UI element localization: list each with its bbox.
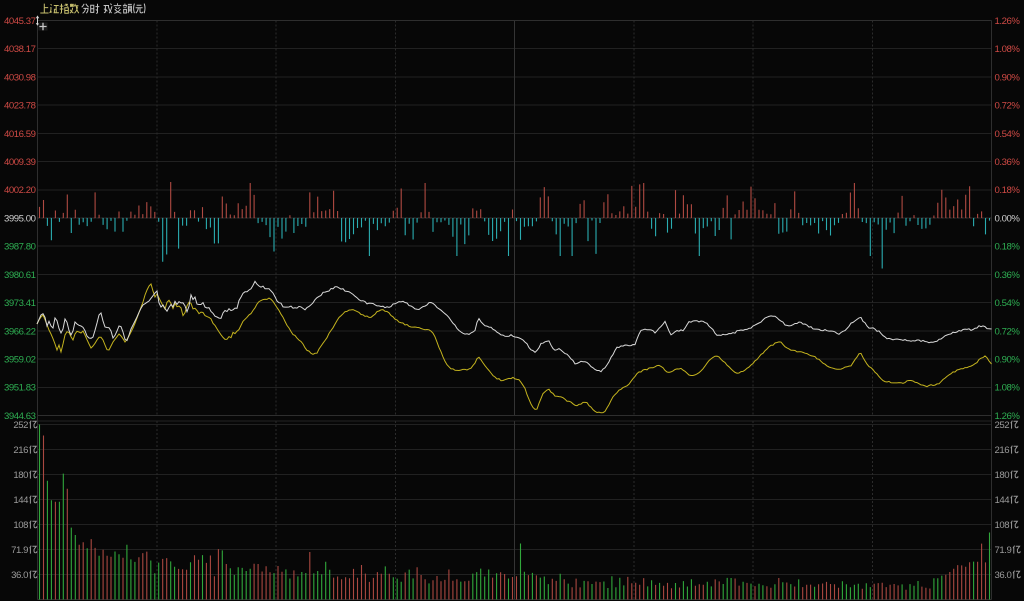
svg-text:3959.02: 3959.02 [4, 354, 36, 365]
svg-text:4023.78: 4023.78 [4, 101, 36, 112]
svg-text:3944.63: 3944.63 [4, 411, 36, 422]
svg-text:36.0: 36.0 [995, 570, 1012, 581]
svg-text:0.90%: 0.90% [995, 354, 1021, 365]
svg-text:4016.59: 4016.59 [4, 129, 36, 140]
svg-text:0.18%: 0.18% [995, 242, 1021, 253]
svg-text:4009.39: 4009.39 [4, 157, 36, 168]
svg-text:0.36%: 0.36% [995, 270, 1021, 281]
svg-text:3980.61: 3980.61 [4, 270, 36, 281]
svg-text:1.08%: 1.08% [995, 44, 1021, 55]
svg-text:4030.98: 4030.98 [4, 72, 36, 83]
svg-text:3995.00: 3995.00 [4, 213, 36, 224]
svg-text:216: 216 [13, 445, 28, 456]
svg-text:4002.20: 4002.20 [4, 185, 36, 196]
svg-text:3966.22: 3966.22 [4, 326, 36, 337]
svg-text:0.54%: 0.54% [995, 298, 1021, 309]
svg-text:0.72%: 0.72% [995, 101, 1021, 112]
svg-text:144: 144 [13, 495, 29, 506]
svg-text:180: 180 [13, 470, 28, 481]
svg-text:0.90%: 0.90% [995, 72, 1021, 83]
svg-text:108: 108 [13, 520, 28, 531]
svg-text:3987.80: 3987.80 [4, 242, 36, 253]
svg-text:108: 108 [995, 520, 1010, 531]
svg-text:36.0: 36.0 [11, 570, 28, 581]
svg-text:180: 180 [995, 470, 1010, 481]
svg-text:216: 216 [995, 445, 1010, 456]
svg-text:3951.83: 3951.83 [4, 383, 36, 394]
svg-text:144: 144 [995, 495, 1011, 506]
svg-text:4045.37: 4045.37 [4, 16, 36, 27]
svg-text:1.08%: 1.08% [995, 383, 1021, 394]
svg-text:3973.41: 3973.41 [4, 298, 36, 309]
svg-text:252: 252 [995, 420, 1010, 431]
svg-text:1.26%: 1.26% [995, 411, 1021, 422]
svg-text:0.36%: 0.36% [995, 157, 1021, 168]
svg-text:71.9: 71.9 [995, 545, 1012, 556]
svg-text:0.00%: 0.00% [995, 213, 1021, 224]
svg-text:4038.17: 4038.17 [4, 44, 36, 55]
svg-text:0.54%: 0.54% [995, 129, 1021, 140]
svg-text:71.9: 71.9 [11, 545, 28, 556]
svg-text:252: 252 [13, 420, 28, 431]
svg-text:0.72%: 0.72% [995, 326, 1021, 337]
svg-text:1.26%: 1.26% [995, 16, 1021, 27]
svg-text:0.18%: 0.18% [995, 185, 1021, 196]
